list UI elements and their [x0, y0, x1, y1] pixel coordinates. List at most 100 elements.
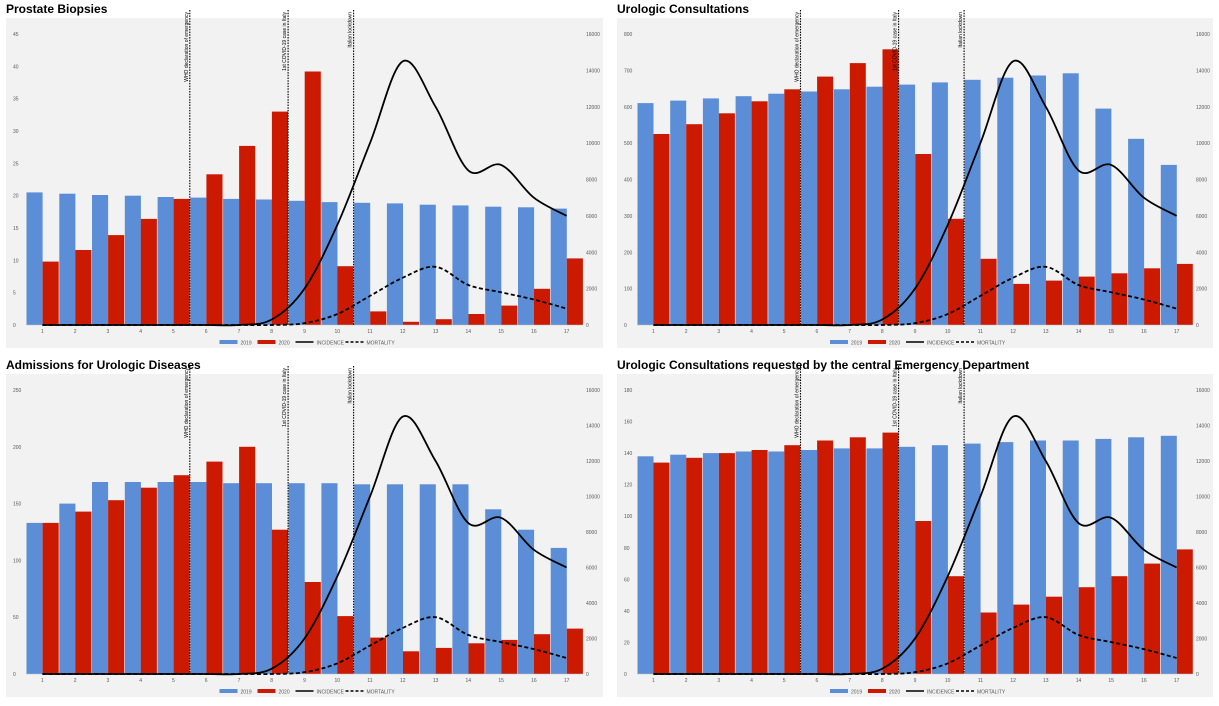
y2-tick-label: 2000 — [586, 637, 597, 643]
x-tick-label: 14 — [466, 329, 472, 335]
bar-2020 — [686, 124, 703, 325]
x-tick-label: 5 — [783, 329, 786, 335]
bar-2020 — [915, 521, 932, 674]
bar-2020 — [534, 288, 551, 325]
bar-2019 — [288, 483, 305, 674]
bar-2019 — [485, 509, 502, 674]
bar-2020 — [173, 475, 190, 674]
y-tick-label: 20 — [13, 194, 19, 200]
x-tick-label: 14 — [466, 678, 472, 684]
event-label: WHO declaration of emergency — [184, 12, 190, 82]
bar-2020 — [239, 446, 256, 674]
bar-2020 — [1176, 263, 1193, 325]
bar-2019 — [866, 86, 883, 325]
bar-2020 — [784, 89, 801, 325]
bar-2020 — [980, 258, 997, 325]
line-mortality — [653, 616, 1177, 676]
legend-label: 2019 — [851, 690, 862, 696]
bar-2020 — [1144, 563, 1161, 674]
y-tick-label: 25 — [13, 161, 19, 167]
legend-label: MORTALITY — [367, 690, 396, 696]
bar-2019 — [157, 197, 174, 325]
chart-panel-prostate-biopsies: Prostate Biopsies 0 5 10 15 20 25 30 35 40 45 0 200… — [0, 0, 609, 352]
y-tick-label: 100 — [624, 287, 633, 293]
x-tick-label: 15 — [1108, 329, 1114, 335]
x-tick-label: 16 — [1141, 678, 1147, 684]
bar-2019 — [321, 483, 338, 674]
bar-2020 — [403, 651, 420, 674]
x-tick-label: 8 — [881, 329, 884, 335]
bar-2019 — [702, 98, 719, 326]
y2-tick-label: 14000 — [1196, 424, 1210, 430]
bar-2020 — [751, 450, 768, 674]
bar-2019 — [452, 205, 469, 325]
legend-label: MORTALITY — [977, 341, 1006, 347]
bar-2020 — [108, 235, 125, 325]
x-tick-label: 3 — [107, 329, 110, 335]
x-tick-label: 6 — [816, 329, 819, 335]
x-tick-label: 4 — [750, 329, 753, 335]
event-label: WHO declaration of emergency — [184, 368, 190, 438]
bar-2020 — [206, 174, 223, 325]
y-tick-label: 800 — [624, 32, 633, 38]
bar-2019 — [899, 446, 916, 674]
x-tick-label: 5 — [172, 329, 175, 335]
y-tick-label: 140 — [624, 451, 633, 457]
x-tick-label: 2 — [74, 678, 77, 684]
bar-2020 — [1078, 276, 1095, 325]
y-tick-label: 0 — [624, 323, 627, 329]
y2-tick-label: 12000 — [1196, 105, 1210, 111]
y2-tick-label: 6000 — [1196, 566, 1207, 572]
bar-2020 — [173, 198, 190, 325]
y2-tick-label: 12000 — [1196, 459, 1210, 465]
legend-label: INCIDENCE — [317, 690, 345, 696]
y2-tick-label: 6000 — [586, 214, 597, 220]
x-tick-label: 14 — [1076, 329, 1082, 335]
bar-2020 — [1144, 268, 1161, 325]
bar-2020 — [501, 305, 518, 325]
y2-tick-label: 16000 — [586, 32, 600, 38]
y-tick-label: 50 — [13, 615, 19, 621]
event-label: WHO declaration of emergency — [795, 12, 801, 82]
bar-2020 — [304, 71, 321, 325]
legend-label: 2020 — [279, 690, 290, 696]
legend-label: 2020 — [889, 341, 900, 347]
bar-2020 — [1013, 283, 1030, 325]
bar-2019 — [26, 192, 43, 325]
chart-prostate-biopsies: 0510152025303540450200040006000800010000… — [6, 10, 603, 348]
chart-title: Prostate Biopsies — [6, 2, 108, 16]
x-tick-label: 7 — [238, 329, 241, 335]
legend-label: 2020 — [279, 341, 290, 347]
legend-label: MORTALITY — [367, 341, 396, 347]
x-tick-label: 12 — [400, 329, 406, 335]
y2-tick-label: 4000 — [586, 250, 597, 256]
bar-2020 — [882, 432, 899, 674]
y2-tick-label: 14000 — [1196, 68, 1210, 74]
y2-tick-label: 4000 — [1196, 601, 1207, 607]
legend-label: 2019 — [241, 341, 252, 347]
y-tick-label: 0 — [13, 323, 16, 329]
legend-swatch-2019 — [830, 689, 848, 693]
bar-2020 — [566, 628, 583, 674]
bar-2019 — [518, 529, 535, 674]
y-tick-label: 5 — [13, 291, 16, 297]
y2-tick-label: 0 — [1196, 672, 1199, 678]
legend-swatch-2020 — [868, 689, 886, 693]
bar-2019 — [735, 96, 752, 325]
x-tick-label: 2 — [685, 329, 688, 335]
bar-2019 — [354, 202, 371, 325]
x-tick-label: 17 — [564, 678, 570, 684]
y2-tick-label: 6000 — [1196, 214, 1207, 220]
bar-2019 — [1128, 437, 1145, 674]
chart-panel-urologic-consultations: Urologic Consultations 0 100 200 300 400 500 6… — [611, 0, 1219, 352]
bar-2019 — [124, 482, 141, 674]
legend-label: INCIDENCE — [317, 341, 345, 347]
legend-label: INCIDENCE — [927, 341, 955, 347]
y2-tick-label: 6000 — [586, 566, 597, 572]
bar-2020 — [817, 440, 834, 674]
bar-2020 — [239, 145, 256, 325]
x-tick-label: 6 — [816, 678, 819, 684]
bar-2019 — [288, 200, 305, 325]
bar-2019 — [1030, 75, 1046, 325]
y2-tick-label: 0 — [586, 323, 589, 329]
